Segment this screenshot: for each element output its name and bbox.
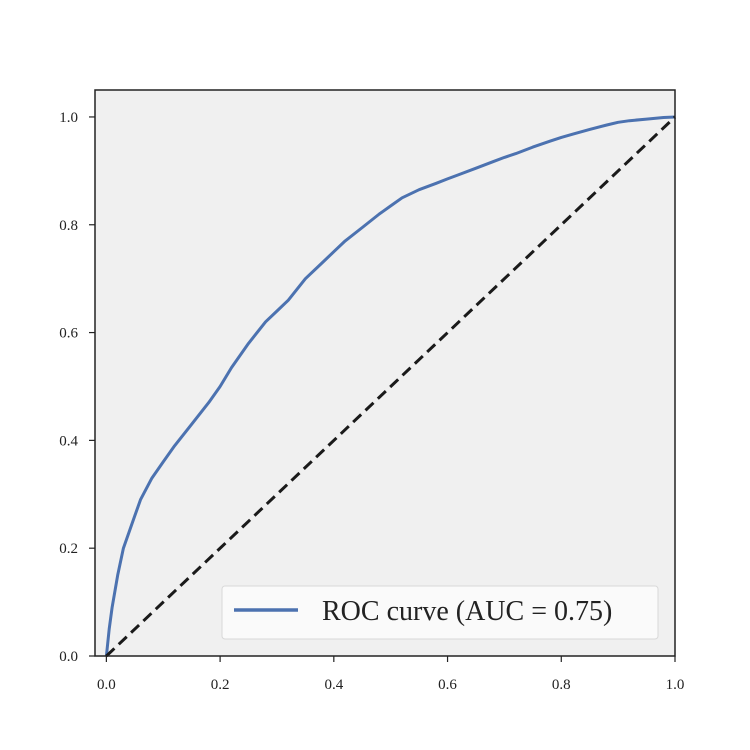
y-tick-label: 0.0 (59, 649, 78, 665)
x-tick-label: 0.6 (438, 677, 457, 693)
series-group (104, 115, 677, 658)
y-tick-label: 0.8 (59, 218, 78, 234)
plot-background (95, 90, 675, 656)
plot-frame (94, 89, 676, 657)
y-tick-label: 1.0 (59, 110, 78, 126)
y-tick-label: 0.4 (59, 433, 78, 449)
y-tick-label: 0.2 (59, 541, 78, 557)
y-tick-label: 0.6 (59, 326, 78, 342)
x-axis: 0.0 0.2 0.4 0.6 0.8 1.0 (97, 656, 684, 693)
x-tick-label: 0.8 (552, 677, 571, 693)
chance-diagonal-line (105, 115, 677, 658)
legend: ROC curve (AUC = 0.75) (221, 585, 659, 640)
x-tick-label: 1.0 (666, 677, 685, 693)
legend-box (221, 585, 659, 640)
x-tick-label: 0.2 (211, 677, 230, 693)
y-axis: 0.0 0.2 0.4 0.6 0.8 1.0 (59, 110, 95, 665)
legend-label: ROC curve (AUC = 0.75) (322, 596, 612, 627)
x-tick-label: 0.4 (324, 677, 343, 693)
x-tick-label: 0.0 (97, 677, 116, 693)
roc-curve-line (104, 115, 676, 657)
